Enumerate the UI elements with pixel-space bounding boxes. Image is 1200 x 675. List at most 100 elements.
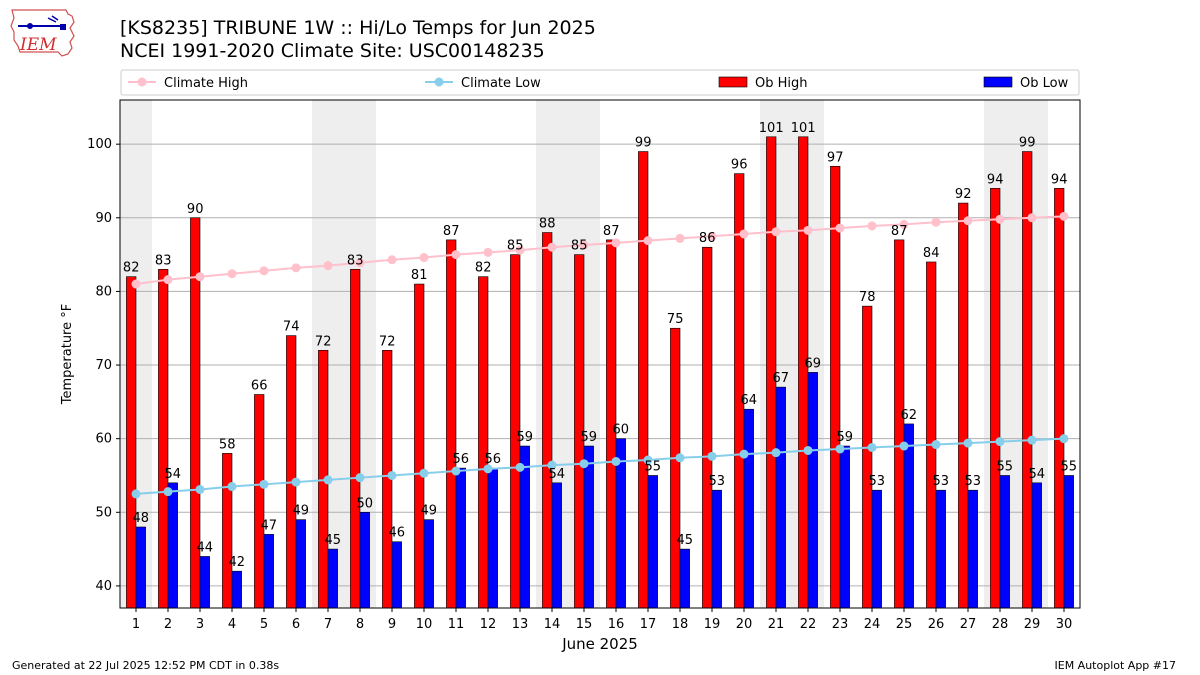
- ob-low-bar-label: 64: [741, 393, 758, 408]
- ob-low-bar-label: 56: [453, 452, 470, 467]
- legend-ob-low-swatch: [983, 76, 1013, 88]
- climate-high-point: [867, 221, 877, 231]
- x-tick-label: 10: [416, 617, 433, 632]
- footer-app: IEM Autoplot App #17: [1054, 659, 1177, 672]
- climate-low-point: [515, 462, 525, 472]
- legend: Climate High Climate Low Ob High Ob Low: [120, 69, 1080, 96]
- ob-low-bar: [423, 519, 434, 609]
- climate-low-point: [451, 466, 461, 476]
- climate-high-point: [739, 229, 749, 239]
- climate-high-point: [515, 245, 525, 255]
- y-axis: 40 50 60 70 80 90 100: [87, 137, 120, 594]
- ob-low-bar: [359, 511, 370, 609]
- legend-ob-low-text: Ob Low: [1020, 76, 1069, 91]
- climate-low-point: [259, 479, 269, 489]
- ob-low-bar: [167, 482, 178, 609]
- ob-high-bar-label: 81: [411, 268, 428, 283]
- x-tick-label: 28: [992, 617, 1009, 632]
- ob-low-bar-label: 54: [549, 467, 566, 482]
- ob-high-bar: [1054, 188, 1065, 609]
- ob-high-bar-label: 94: [987, 172, 1004, 187]
- ob-high-bar: [478, 276, 489, 609]
- x-tick-label: 7: [324, 617, 332, 632]
- ob-low-bar-label: 56: [485, 452, 502, 467]
- climate-low-point: [995, 437, 1005, 447]
- y-tick-label: 50: [95, 505, 112, 520]
- x-tick-label: 23: [832, 617, 849, 632]
- x-tick-label: 13: [512, 617, 529, 632]
- climate-high-point: [579, 240, 589, 250]
- climate-high-point: [931, 217, 941, 227]
- ob-high-bar-label: 99: [1019, 136, 1036, 151]
- climate-low-point: [675, 453, 685, 463]
- climate-high-point: [1027, 213, 1037, 223]
- climate-low-point: [355, 473, 365, 483]
- ob-high-bar: [990, 188, 1001, 609]
- ob-low-bar-label: 59: [837, 430, 854, 445]
- ob-low-bar: [327, 548, 338, 609]
- ob-low-bar: [743, 408, 754, 609]
- y-axis-label: Temperature °F: [60, 304, 75, 405]
- grid-lines: [120, 143, 1080, 587]
- ob-high-bar-label: 82: [123, 261, 140, 276]
- ob-high-bar-label: 87: [603, 224, 620, 239]
- ob-low-bar: [231, 570, 242, 609]
- climate-high-point: [163, 275, 173, 285]
- climate-high-point: [675, 233, 685, 243]
- ob-low-bar: [839, 445, 850, 609]
- ob-high-bar-label: 97: [827, 150, 844, 165]
- climate-low-point: [803, 445, 813, 455]
- climate-low-point: [547, 460, 557, 470]
- climate-low-point: [291, 477, 301, 487]
- climate-high-point: [803, 225, 813, 235]
- ob-high-bar: [798, 136, 809, 609]
- climate-low-point: [227, 482, 237, 492]
- ob-high-bar: [350, 269, 361, 609]
- climate-low-point: [579, 459, 589, 469]
- climate-high-point: [131, 279, 141, 289]
- ob-high-bar: [830, 165, 841, 609]
- plot-frame: [119, 99, 1081, 609]
- ob-low-bar-label: 53: [933, 474, 950, 489]
- ob-high-bar: [958, 202, 969, 609]
- y-tick-label: 80: [95, 284, 112, 299]
- ob-high-bar: [158, 269, 169, 609]
- ob-low-bar: [455, 467, 466, 609]
- ob-low-bar-label: 55: [997, 459, 1014, 474]
- ob-low-bar-label: 53: [869, 474, 886, 489]
- climate-low-point: [163, 487, 173, 497]
- ob-high-bar-label: 99: [635, 136, 652, 151]
- climate-low-point: [387, 470, 397, 480]
- climate-high-point: [387, 255, 397, 265]
- climate-low-point: [1027, 435, 1037, 445]
- ob-high-bar-label: 94: [1051, 172, 1068, 187]
- ob-low-bar: [135, 526, 146, 609]
- ob-low-bar: [775, 386, 786, 609]
- y-tick-label: 100: [87, 137, 112, 152]
- ob-low-bar: [807, 372, 818, 609]
- legend-climate-high-marker: [137, 77, 147, 87]
- ob-low-bar-label: 69: [805, 356, 822, 371]
- ob-high-bar-label: 87: [443, 224, 460, 239]
- ob-high-bar-label: 78: [859, 290, 876, 305]
- x-tick-label: 26: [928, 617, 945, 632]
- climate-high-point: [899, 219, 909, 229]
- climate-low-line: [135, 437, 1065, 495]
- ob-low-bar: [999, 475, 1010, 609]
- ob-low-bar-label: 46: [389, 526, 406, 541]
- logo-text: IEM: [19, 35, 57, 55]
- climate-low-point: [643, 455, 653, 465]
- ob-high-bar: [286, 335, 297, 609]
- climate-low-point: [707, 451, 717, 461]
- ob-low-bar: [903, 423, 914, 609]
- ob-low-bar: [967, 489, 978, 609]
- ob-high-bar: [702, 246, 713, 609]
- ob-low-bar: [487, 467, 498, 609]
- climate-high-point: [707, 231, 717, 241]
- ob-high-bar-label: 84: [923, 246, 940, 261]
- ob-low-bar-label: 45: [325, 533, 342, 548]
- x-tick-label: 14: [544, 617, 561, 632]
- legend-frame: [120, 69, 1080, 96]
- ob-low-bar: [711, 489, 722, 609]
- bars: [126, 136, 1074, 609]
